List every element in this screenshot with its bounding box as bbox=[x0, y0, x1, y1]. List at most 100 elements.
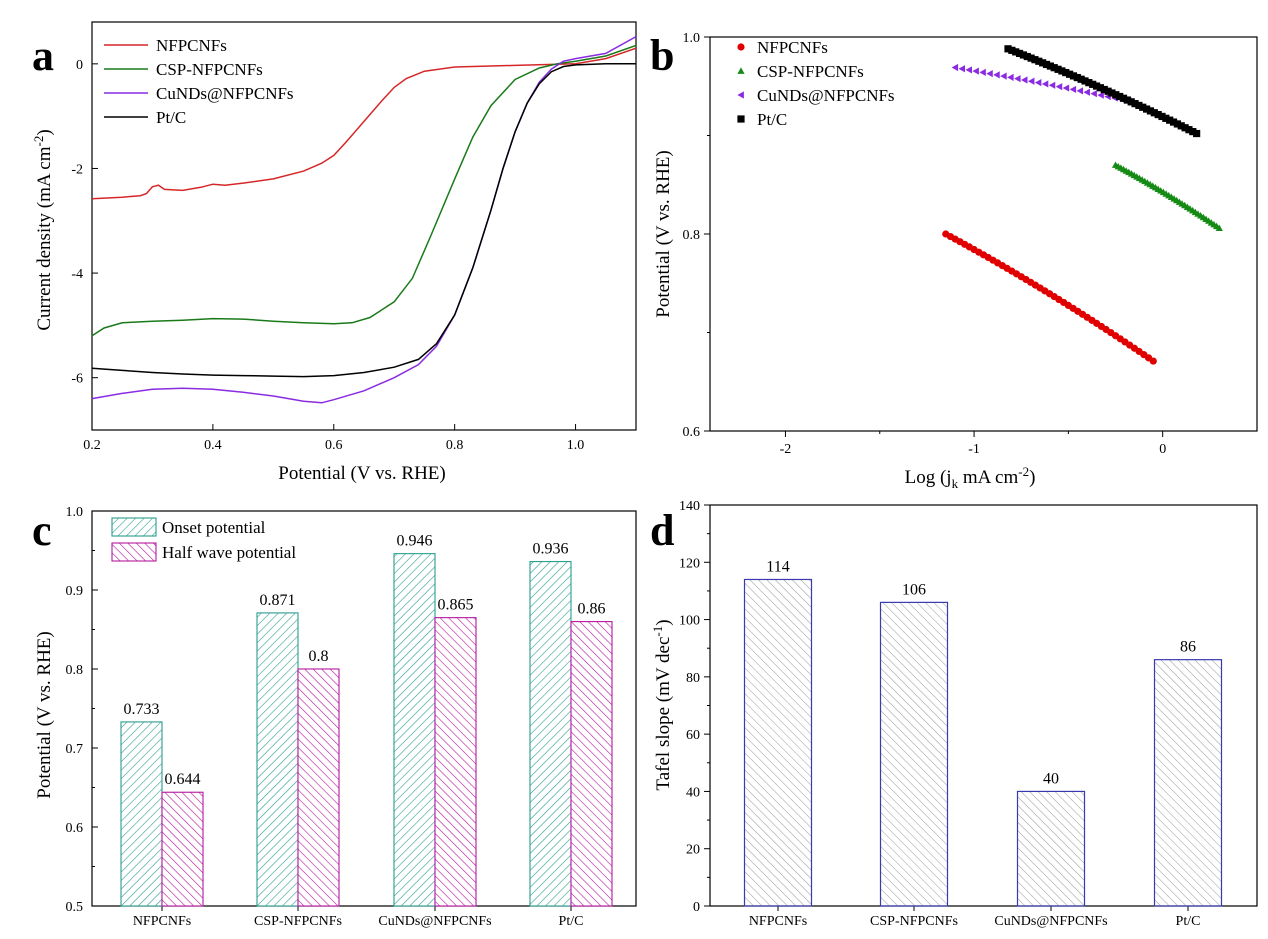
panel-d-xtick-label: Pt/C bbox=[1176, 914, 1201, 929]
panel-b-point bbox=[1193, 129, 1201, 138]
panel-b-point bbox=[1092, 82, 1101, 90]
panel-d-ylabel: Tafel slope (mV dec-1) bbox=[650, 619, 674, 790]
panel-b-point bbox=[1000, 72, 1007, 80]
panel-c-xtick-label: Pt/C bbox=[559, 914, 584, 929]
panel-a-legend-label: NFPCNFs bbox=[156, 36, 227, 55]
panel-b-point bbox=[1039, 59, 1047, 67]
panel-a-ytick-label: -4 bbox=[71, 267, 83, 282]
panel-c-ytick-label: 0.6 bbox=[66, 821, 84, 836]
panel-c-bar-label: 0.8 bbox=[309, 648, 329, 665]
panel-b-point bbox=[1142, 105, 1151, 113]
panel-c-ytick-label: 0.7 bbox=[66, 742, 84, 757]
panel-b-xtick-label: -1 bbox=[968, 442, 980, 457]
panel-a-legend-label: CuNDs@NFPCNFs bbox=[156, 84, 294, 103]
panel-b-point bbox=[1023, 52, 1031, 61]
panel-b-point bbox=[1055, 83, 1063, 91]
panel-c-legend-label: Half wave potential bbox=[162, 543, 296, 562]
panel-b-point bbox=[986, 69, 993, 78]
panel-b-point bbox=[1181, 124, 1189, 132]
panel-label-a: a bbox=[32, 31, 54, 80]
panel-a-xtick-label: 1.0 bbox=[567, 438, 585, 453]
panel-c-ytick-label: 0.5 bbox=[66, 900, 84, 915]
panel-b-point bbox=[1119, 94, 1128, 102]
panel-b-point bbox=[1069, 72, 1078, 80]
panel-a-xtick-label: 0.6 bbox=[325, 438, 343, 453]
panel-label-d: d bbox=[650, 506, 674, 555]
panel-b-point bbox=[1015, 49, 1024, 58]
panel-c-bar-label: 0.86 bbox=[578, 601, 606, 618]
panel-b-point bbox=[1166, 116, 1174, 124]
panel-a-series-line-0 bbox=[91, 47, 637, 200]
panel-d-ytick-label: 140 bbox=[679, 499, 700, 514]
panel-a-series-line-2 bbox=[91, 35, 637, 404]
panel-a-xtick-label: 0.8 bbox=[446, 438, 464, 453]
panel-c-xtick-label: NFPCNFs bbox=[133, 914, 191, 929]
panel-b-xtick-label: -2 bbox=[780, 442, 792, 457]
panel-b-point bbox=[1021, 76, 1028, 84]
panel-a-ylabel: Current density (mA cm-2) bbox=[31, 129, 55, 330]
panel-b-point bbox=[1108, 89, 1116, 97]
panel-b-point bbox=[958, 65, 966, 73]
panel-c-bar bbox=[434, 617, 477, 907]
panel-c-bar-label: 0.946 bbox=[397, 533, 433, 550]
panel-b-point bbox=[1096, 84, 1105, 92]
panel-b-point bbox=[1162, 114, 1170, 122]
panel-d-ytick-label: 20 bbox=[686, 843, 700, 858]
panel-d-bar-label: 86 bbox=[1180, 639, 1196, 656]
panel-b-ytick-label: 1.0 bbox=[683, 31, 701, 46]
panel-b-ylabel: Potential (V vs. RHE) bbox=[653, 150, 674, 317]
panel-d-ytick-label: 120 bbox=[679, 556, 700, 571]
panel-b-series-3 bbox=[1004, 45, 1201, 138]
panel-c-ylabel: Potential (V vs. RHE) bbox=[34, 631, 55, 798]
panel-b-point bbox=[1149, 357, 1157, 365]
panel-b-point bbox=[951, 63, 959, 72]
panel-a-series-line-3 bbox=[91, 63, 636, 378]
panel-b-legend-marker bbox=[737, 91, 744, 99]
panel-b-point bbox=[1046, 62, 1054, 70]
panel-b-point bbox=[1112, 91, 1120, 99]
panel-b-point bbox=[1127, 98, 1135, 106]
panel-b-series-0 bbox=[942, 230, 1157, 365]
panel-d-bar-label: 106 bbox=[902, 581, 926, 598]
panel-b-point bbox=[1042, 60, 1051, 69]
panel-b-point bbox=[1008, 46, 1016, 54]
panel-d-ytick-label: 40 bbox=[686, 785, 700, 800]
panel-a-frame bbox=[91, 21, 637, 431]
panel-b-point bbox=[1073, 73, 1081, 82]
panel-b-point bbox=[965, 66, 972, 74]
panel-b-point bbox=[1089, 80, 1097, 88]
panel-b-point bbox=[1019, 51, 1028, 59]
panel-d-bar-label: 40 bbox=[1043, 770, 1059, 787]
panel-a-ytick-label: -6 bbox=[71, 372, 83, 387]
panel-b-point bbox=[1054, 65, 1062, 73]
panel-a-ytick-label: -2 bbox=[71, 162, 83, 177]
panel-b-point bbox=[1100, 85, 1108, 94]
panel-b-point bbox=[972, 67, 979, 75]
panel-b-point bbox=[1139, 103, 1147, 111]
panel-b-ytick-label: 0.6 bbox=[683, 425, 701, 440]
panel-b-series-2 bbox=[951, 63, 1132, 105]
panel-b-point bbox=[1027, 77, 1035, 85]
panel-d-ytick-label: 100 bbox=[679, 614, 700, 629]
panel-b-point bbox=[1062, 68, 1070, 77]
panel-a-chart: 0.2 0.4 0.6 0.8 1.0 0 -2 -4 -6 NFPCNFs CSP-NFPCNFs… bbox=[71, 21, 637, 453]
panel-b-point bbox=[979, 68, 986, 76]
panel-b-point bbox=[1066, 70, 1074, 78]
panel-b-legend-marker bbox=[737, 115, 745, 123]
panel-d-xtick-label: CSP-NFPCNFs bbox=[870, 914, 958, 929]
panel-b-point bbox=[1097, 91, 1104, 99]
panel-b-point bbox=[1081, 77, 1089, 85]
panel-b-point bbox=[1062, 84, 1070, 92]
panel-a-ytick-label: 0 bbox=[76, 58, 83, 73]
panel-b-point bbox=[1058, 67, 1066, 75]
panel-b-point bbox=[1135, 101, 1143, 110]
panel-c-bar-label: 0.936 bbox=[533, 541, 569, 558]
panel-b-point bbox=[1131, 100, 1139, 108]
panel-b-point bbox=[1007, 73, 1014, 81]
panel-b-legend-label: Pt/C bbox=[757, 110, 787, 129]
panel-c-ytick-label: 0.9 bbox=[66, 584, 84, 599]
panel-b-legend-label: CSP-NFPCNFs bbox=[757, 62, 864, 81]
panel-c-bar bbox=[570, 621, 613, 907]
panel-c-bar-label: 0.644 bbox=[165, 771, 201, 788]
panel-a-legend-label: Pt/C bbox=[156, 108, 186, 127]
